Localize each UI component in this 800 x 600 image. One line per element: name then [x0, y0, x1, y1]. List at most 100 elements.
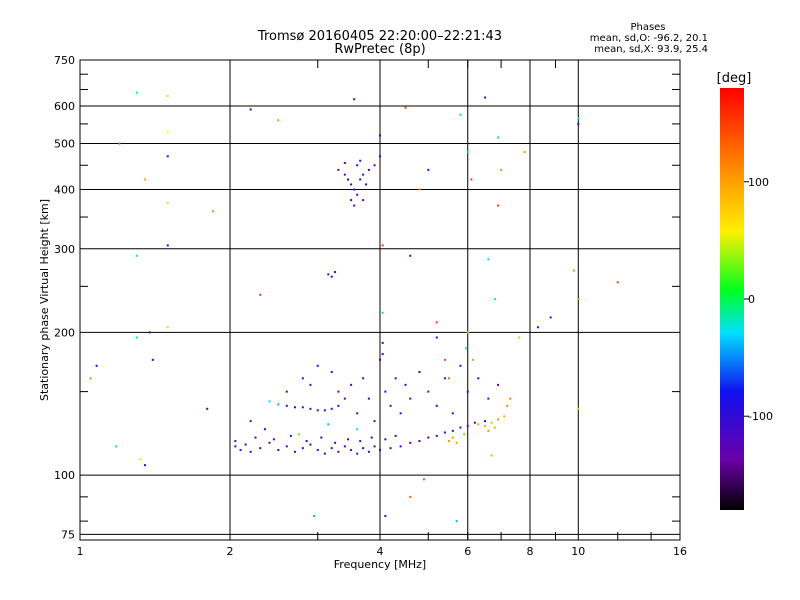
data-point: [484, 424, 487, 427]
y-axis-ticks: 75 100 200 300 400 500 600 750: [54, 54, 680, 541]
data-point: [451, 436, 454, 439]
data-point: [234, 445, 237, 448]
data-point: [166, 326, 169, 329]
data-point: [135, 336, 138, 339]
data-point: [464, 347, 467, 350]
x-tick-label: 6: [464, 545, 471, 558]
data-point: [447, 440, 450, 443]
data-point: [466, 331, 469, 334]
x-tick-label: 16: [673, 545, 687, 558]
data-point: [379, 134, 381, 137]
data-point: [399, 445, 402, 448]
data-point: [272, 438, 275, 441]
data-point: [365, 183, 368, 186]
data-point: [427, 436, 430, 439]
y-tick-label: 75: [61, 528, 75, 541]
data-point: [384, 515, 387, 518]
data-point: [496, 418, 499, 421]
data-point: [350, 448, 353, 451]
data-point: [493, 298, 496, 301]
data-point: [399, 412, 402, 415]
data-point: [362, 173, 365, 176]
data-point: [330, 407, 333, 410]
data-point: [451, 412, 454, 415]
data-point: [427, 390, 430, 393]
data-point: [346, 438, 349, 441]
data-point: [536, 326, 539, 329]
data-point: [359, 178, 362, 181]
data-point: [577, 122, 580, 125]
data-point: [394, 434, 397, 437]
data-point: [334, 271, 337, 274]
data-point: [277, 119, 280, 122]
data-point: [389, 404, 392, 407]
data-point: [362, 377, 365, 380]
data-point: [459, 113, 462, 116]
data-point: [309, 407, 312, 410]
x-tick-label: 2: [227, 545, 234, 558]
data-point: [496, 204, 499, 207]
data-point: [370, 436, 373, 439]
data-point: [367, 168, 370, 171]
data-point: [143, 464, 146, 467]
data-point: [143, 178, 146, 181]
data-point: [263, 428, 266, 431]
data-point: [356, 164, 359, 167]
data-point: [493, 426, 496, 429]
data-point: [466, 150, 469, 153]
data-point: [472, 358, 475, 361]
data-point: [616, 281, 619, 284]
y-tick-label: 100: [54, 469, 75, 482]
data-point: [384, 438, 387, 441]
data-point: [379, 155, 381, 158]
data-point: [381, 244, 384, 247]
data-point: [549, 316, 552, 319]
data-point: [359, 440, 362, 443]
data-point: [572, 269, 575, 272]
data-point: [285, 445, 288, 448]
data-point: [435, 434, 438, 437]
y-axis-label: Stationary phase Virtual Height [km]: [38, 199, 51, 401]
data-point: [409, 254, 412, 257]
data-point: [517, 336, 520, 339]
data-point: [249, 420, 252, 423]
data-point: [487, 429, 490, 432]
data-point: [293, 450, 296, 453]
data-point: [297, 433, 300, 436]
data-point: [356, 193, 359, 196]
chart-title: Tromsø 20160405 22:20:00–22:21:43: [257, 29, 502, 44]
colorbar-tick-label: 100: [748, 176, 769, 189]
data-point: [435, 404, 438, 407]
data-point: [451, 429, 454, 432]
data-point: [490, 454, 493, 457]
stats-x-mode: mean, sd,X: 93.9, 25.4: [594, 44, 708, 55]
y-tick-label: 600: [54, 100, 75, 113]
data-point: [309, 443, 312, 446]
data-point: [496, 136, 499, 139]
data-point: [259, 293, 262, 296]
y-tick-label: 400: [54, 184, 75, 197]
data-point: [234, 440, 237, 443]
colorbar-tick-label: -100: [748, 410, 773, 423]
data-point: [337, 450, 340, 453]
grid-lines: [80, 59, 680, 540]
colorbar-label: [deg]: [717, 71, 752, 86]
data-point: [443, 358, 446, 361]
data-point: [114, 445, 117, 448]
data-point: [135, 91, 138, 94]
data-point: [422, 478, 425, 481]
data-point: [350, 183, 353, 186]
data-point: [496, 383, 499, 386]
data-point: [293, 406, 296, 409]
x-tick-label: 8: [527, 545, 534, 558]
data-point: [384, 390, 387, 393]
chart-subtitle: RwPretec (8p): [334, 42, 425, 57]
colorbar: [720, 88, 744, 510]
data-point: [337, 168, 340, 171]
data-point: [309, 383, 312, 386]
data-point: [343, 173, 346, 176]
data-point: [509, 397, 512, 400]
data-point: [135, 254, 138, 257]
data-point: [277, 403, 280, 406]
y-tick-label: 300: [54, 243, 75, 256]
